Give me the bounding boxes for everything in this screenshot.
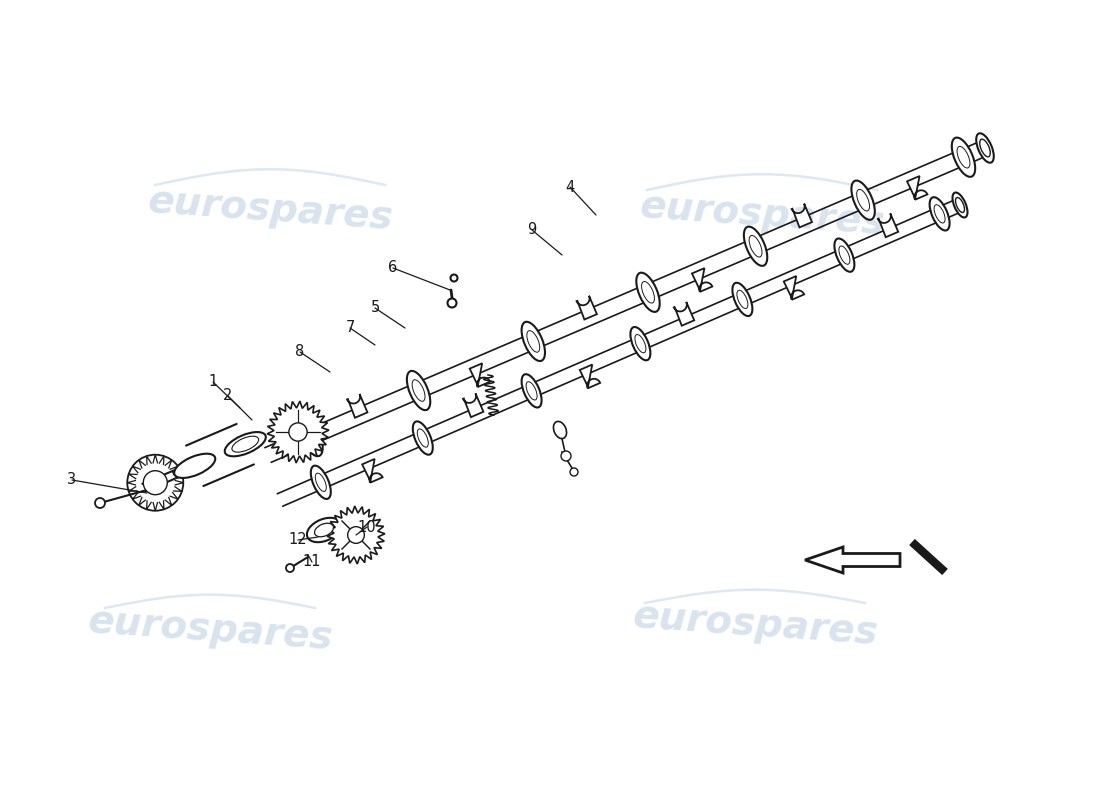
Ellipse shape [412,422,432,454]
Polygon shape [674,302,694,326]
Ellipse shape [952,138,976,177]
Ellipse shape [305,426,318,447]
Text: 10: 10 [358,519,376,534]
Text: 2: 2 [223,389,233,403]
Ellipse shape [307,518,341,542]
Text: 7: 7 [345,321,354,335]
Polygon shape [692,268,713,292]
Ellipse shape [980,139,990,157]
Polygon shape [463,394,483,417]
Polygon shape [362,459,383,482]
Ellipse shape [976,134,993,162]
Ellipse shape [527,330,540,352]
Text: 8: 8 [296,345,305,359]
Ellipse shape [412,380,425,402]
Circle shape [289,423,307,441]
Circle shape [95,498,104,508]
Ellipse shape [749,235,762,257]
Ellipse shape [526,382,537,400]
Ellipse shape [635,334,646,353]
Text: 3: 3 [67,473,77,487]
Ellipse shape [417,429,428,447]
Circle shape [451,274,458,282]
Ellipse shape [956,198,965,213]
Polygon shape [878,214,899,238]
Ellipse shape [315,523,333,537]
Ellipse shape [521,322,544,361]
Circle shape [570,468,578,476]
Ellipse shape [737,290,748,309]
Ellipse shape [930,197,949,230]
Polygon shape [805,547,900,573]
Ellipse shape [174,454,216,478]
Ellipse shape [934,205,945,223]
Polygon shape [908,176,927,200]
Polygon shape [267,401,329,463]
Ellipse shape [839,246,850,264]
Polygon shape [580,365,601,388]
Ellipse shape [553,422,566,438]
Text: 6: 6 [388,261,397,275]
Polygon shape [792,204,812,227]
Ellipse shape [299,417,322,456]
Text: eurospares: eurospares [146,182,394,238]
Ellipse shape [407,371,430,410]
Ellipse shape [957,146,970,168]
Ellipse shape [733,282,752,316]
Text: 5: 5 [371,301,380,315]
Ellipse shape [744,226,768,266]
Text: 4: 4 [565,179,574,194]
Ellipse shape [316,473,327,491]
Polygon shape [348,394,367,418]
Ellipse shape [232,436,258,452]
Circle shape [561,451,571,461]
Circle shape [143,470,167,494]
Text: 12: 12 [288,533,307,547]
Ellipse shape [521,374,541,407]
Circle shape [348,526,364,543]
Polygon shape [576,296,597,319]
Ellipse shape [630,327,650,360]
Text: eurospares: eurospares [638,187,886,242]
Text: 9: 9 [527,222,537,238]
Ellipse shape [636,273,660,312]
Text: eurospares: eurospares [86,602,334,658]
Text: eurospares: eurospares [631,598,879,653]
Ellipse shape [857,190,869,211]
Polygon shape [470,363,491,387]
Circle shape [448,298,456,307]
Ellipse shape [835,238,855,272]
Text: 11: 11 [302,554,321,570]
Ellipse shape [953,193,968,218]
Text: 1: 1 [208,374,218,390]
Circle shape [286,564,294,572]
Polygon shape [327,506,385,564]
Ellipse shape [224,432,266,456]
Polygon shape [784,276,804,300]
Circle shape [128,454,184,510]
Ellipse shape [851,181,874,220]
Ellipse shape [311,466,331,499]
Ellipse shape [641,282,654,303]
